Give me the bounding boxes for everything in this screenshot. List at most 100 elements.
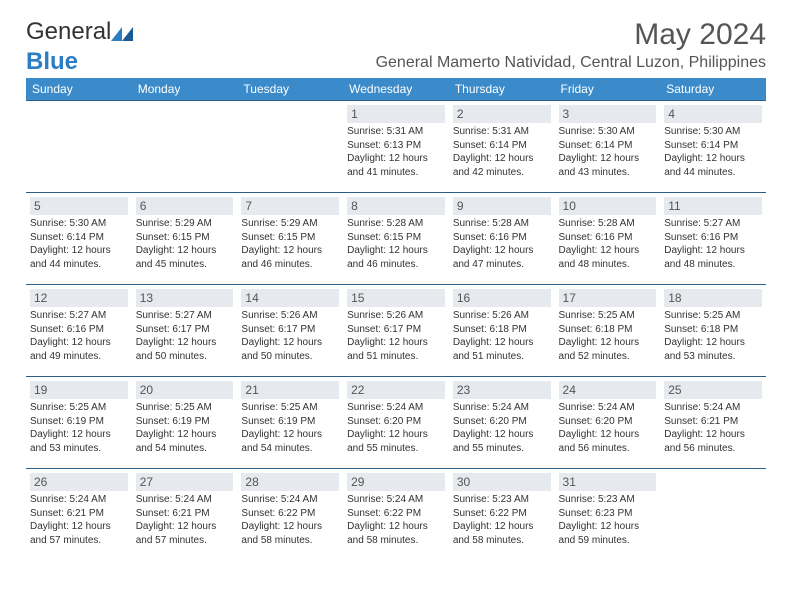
day-number: 15 — [347, 289, 445, 307]
detail-line: Daylight: 12 hours and 57 minutes. — [136, 520, 234, 547]
day-details: Sunrise: 5:30 AMSunset: 6:14 PMDaylight:… — [559, 125, 657, 179]
detail-line: Sunrise: 5:30 AM — [664, 125, 762, 139]
calendar-cell: 22Sunrise: 5:24 AMSunset: 6:20 PMDayligh… — [343, 377, 449, 469]
logo-triangle-icon — [111, 20, 133, 48]
detail-line: Daylight: 12 hours and 50 minutes. — [136, 336, 234, 363]
calendar-cell: 30Sunrise: 5:23 AMSunset: 6:22 PMDayligh… — [449, 469, 555, 561]
calendar-header-row: Sunday Monday Tuesday Wednesday Thursday… — [26, 78, 766, 101]
detail-line: Daylight: 12 hours and 59 minutes. — [559, 520, 657, 547]
detail-line: Sunset: 6:17 PM — [136, 323, 234, 337]
day-header: Tuesday — [237, 78, 343, 101]
day-header: Wednesday — [343, 78, 449, 101]
day-details: Sunrise: 5:23 AMSunset: 6:23 PMDaylight:… — [559, 493, 657, 547]
detail-line: Daylight: 12 hours and 54 minutes. — [241, 428, 339, 455]
detail-line: Daylight: 12 hours and 42 minutes. — [453, 152, 551, 179]
detail-line: Sunset: 6:15 PM — [241, 231, 339, 245]
day-details: Sunrise: 5:24 AMSunset: 6:20 PMDaylight:… — [453, 401, 551, 455]
detail-line: Sunrise: 5:31 AM — [347, 125, 445, 139]
detail-line: Daylight: 12 hours and 55 minutes. — [453, 428, 551, 455]
day-number: 31 — [559, 473, 657, 491]
day-number: 22 — [347, 381, 445, 399]
calendar-cell: 19Sunrise: 5:25 AMSunset: 6:19 PMDayligh… — [26, 377, 132, 469]
detail-line: Sunset: 6:16 PM — [559, 231, 657, 245]
day-number: 8 — [347, 197, 445, 215]
day-number: 1 — [347, 105, 445, 123]
detail-line: Sunrise: 5:29 AM — [241, 217, 339, 231]
calendar-cell: 9 Sunrise: 5:28 AMSunset: 6:16 PMDaylight… — [449, 193, 555, 285]
day-number: 17 — [559, 289, 657, 307]
day-number: 24 — [559, 381, 657, 399]
detail-line: Daylight: 12 hours and 45 minutes. — [136, 244, 234, 271]
calendar-cell: 25Sunrise: 5:24 AMSunset: 6:21 PMDayligh… — [660, 377, 766, 469]
detail-line: Daylight: 12 hours and 48 minutes. — [559, 244, 657, 271]
calendar-cell: 18 Sunrise: 5:25 AMSunset: 6:18 PMDayligh… — [660, 285, 766, 377]
day-details: Sunrise: 5:30 AMSunset: 6:14 PMDaylight:… — [30, 217, 128, 271]
detail-line: Daylight: 12 hours and 53 minutes. — [664, 336, 762, 363]
calendar-cell: 5 Sunrise: 5:30 AMSunset: 6:14 PMDaylight… — [26, 193, 132, 285]
day-details: Sunrise: 5:31 AMSunset: 6:13 PMDaylight:… — [347, 125, 445, 179]
calendar-cell: 20Sunrise: 5:25 AMSunset: 6:19 PMDayligh… — [132, 377, 238, 469]
detail-line: Sunrise: 5:25 AM — [30, 401, 128, 415]
detail-line: Daylight: 12 hours and 53 minutes. — [30, 428, 128, 455]
day-details: Sunrise: 5:28 AMSunset: 6:15 PMDaylight:… — [347, 217, 445, 271]
detail-line: Sunrise: 5:25 AM — [241, 401, 339, 415]
day-details: Sunrise: 5:25 AMSunset: 6:19 PMDaylight:… — [241, 401, 339, 455]
detail-line: Sunset: 6:20 PM — [559, 415, 657, 429]
detail-line: Sunset: 6:18 PM — [559, 323, 657, 337]
detail-line: Sunrise: 5:24 AM — [347, 493, 445, 507]
detail-line: Sunset: 6:20 PM — [453, 415, 551, 429]
location-subtitle: General Mamerto Natividad, Central Luzon… — [376, 54, 766, 72]
title-block: May 2024 General Mamerto Natividad, Cent… — [376, 18, 766, 78]
day-number: 18 — [664, 289, 762, 307]
detail-line: Daylight: 12 hours and 52 minutes. — [559, 336, 657, 363]
detail-line: Daylight: 12 hours and 47 minutes. — [453, 244, 551, 271]
day-details: Sunrise: 5:23 AMSunset: 6:22 PMDaylight:… — [453, 493, 551, 547]
calendar-cell: 13 Sunrise: 5:27 AMSunset: 6:17 PMDayligh… — [132, 285, 238, 377]
calendar-cell: 12Sunrise: 5:27 AMSunset: 6:16 PMDayligh… — [26, 285, 132, 377]
detail-line: Sunrise: 5:24 AM — [136, 493, 234, 507]
day-details: Sunrise: 5:25 AMSunset: 6:18 PMDaylight:… — [559, 309, 657, 363]
calendar-cell: 24Sunrise: 5:24 AMSunset: 6:20 PMDayligh… — [555, 377, 661, 469]
detail-line: Sunrise: 5:28 AM — [559, 217, 657, 231]
day-number: 10 — [559, 197, 657, 215]
day-details: Sunrise: 5:25 AMSunset: 6:18 PMDaylight:… — [664, 309, 762, 363]
day-number: 12 — [30, 289, 128, 307]
calendar-cell: 3Sunrise: 5:30 AMSunset: 6:14 PMDaylight… — [555, 101, 661, 193]
calendar-page: General Blue May 2024 General Mamerto Na… — [0, 0, 792, 561]
calendar-cell — [660, 469, 766, 561]
calendar-cell: 28Sunrise: 5:24 AMSunset: 6:22 PMDayligh… — [237, 469, 343, 561]
day-details: Sunrise: 5:24 AMSunset: 6:21 PMDaylight:… — [136, 493, 234, 547]
detail-line: Daylight: 12 hours and 44 minutes. — [30, 244, 128, 271]
day-number: 13 — [136, 289, 234, 307]
detail-line: Daylight: 12 hours and 48 minutes. — [664, 244, 762, 271]
detail-line: Sunrise: 5:24 AM — [453, 401, 551, 415]
calendar-cell: 8 Sunrise: 5:28 AMSunset: 6:15 PMDaylight… — [343, 193, 449, 285]
detail-line: Sunset: 6:15 PM — [347, 231, 445, 245]
day-number: 9 — [453, 197, 551, 215]
detail-line: Sunset: 6:21 PM — [30, 507, 128, 521]
day-number: 16 — [453, 289, 551, 307]
detail-line: Sunrise: 5:28 AM — [453, 217, 551, 231]
detail-line: Daylight: 12 hours and 41 minutes. — [347, 152, 445, 179]
calendar-row: 12Sunrise: 5:27 AMSunset: 6:16 PMDayligh… — [26, 285, 766, 377]
detail-line: Sunset: 6:16 PM — [453, 231, 551, 245]
detail-line: Sunrise: 5:27 AM — [136, 309, 234, 323]
day-number: 14 — [241, 289, 339, 307]
detail-line: Sunset: 6:20 PM — [347, 415, 445, 429]
calendar-cell: 2Sunrise: 5:31 AMSunset: 6:14 PMDaylight… — [449, 101, 555, 193]
logo: General Blue — [26, 18, 133, 76]
calendar-cell: 17 Sunrise: 5:25 AMSunset: 6:18 PMDayligh… — [555, 285, 661, 377]
detail-line: Daylight: 12 hours and 50 minutes. — [241, 336, 339, 363]
calendar-cell: 26Sunrise: 5:24 AMSunset: 6:21 PMDayligh… — [26, 469, 132, 561]
day-details: Sunrise: 5:27 AMSunset: 6:17 PMDaylight:… — [136, 309, 234, 363]
day-number: 5 — [30, 197, 128, 215]
detail-line: Daylight: 12 hours and 56 minutes. — [664, 428, 762, 455]
calendar-row: 5 Sunrise: 5:30 AMSunset: 6:14 PMDaylight… — [26, 193, 766, 285]
detail-line: Sunrise: 5:31 AM — [453, 125, 551, 139]
detail-line: Sunrise: 5:30 AM — [559, 125, 657, 139]
logo-text: General Blue — [26, 18, 133, 76]
detail-line: Sunrise: 5:24 AM — [347, 401, 445, 415]
day-details: Sunrise: 5:29 AMSunset: 6:15 PMDaylight:… — [241, 217, 339, 271]
day-details: Sunrise: 5:27 AMSunset: 6:16 PMDaylight:… — [664, 217, 762, 271]
calendar-cell: 7Sunrise: 5:29 AMSunset: 6:15 PMDaylight… — [237, 193, 343, 285]
